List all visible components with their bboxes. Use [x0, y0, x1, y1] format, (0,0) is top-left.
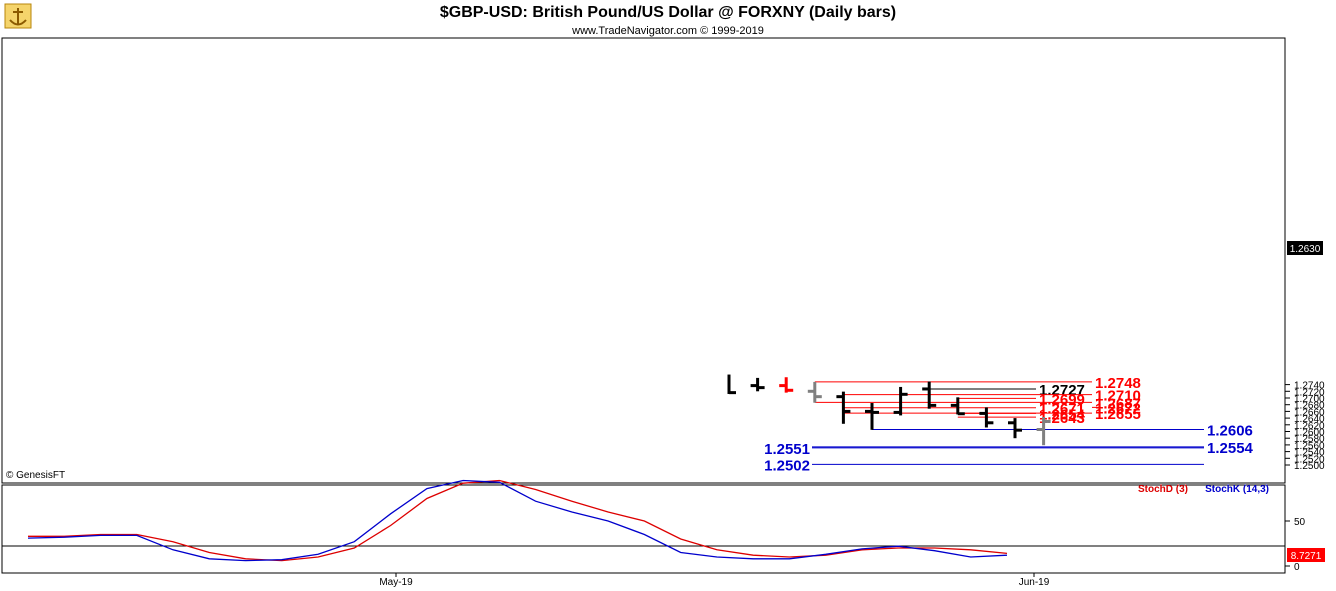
price-bar [950, 397, 965, 416]
level-label: 1.2699 [1039, 391, 1085, 408]
anchor-icon [4, 3, 32, 29]
price-bars [727, 374, 1051, 446]
y-tick-label: 1.2620 [1294, 421, 1325, 432]
price-bar [750, 377, 765, 392]
chart-title: $GBP-USD: British Pound/US Dollar @ FORX… [440, 4, 896, 21]
y-tick-label: 1.2560 [1294, 441, 1325, 452]
stoch-tick-label: 50 [1294, 517, 1306, 528]
y-tick-label: 1.2660 [1294, 407, 1325, 418]
level-label: 1.2655 [1095, 406, 1141, 423]
watermark: © GenesisFT [6, 470, 65, 481]
stochastic-last-label: 8.7271 [1291, 551, 1322, 562]
y-tick-label: 1.2640 [1294, 414, 1325, 425]
level-label: 1.2554 [1207, 440, 1254, 457]
x-axis: May-19 Jun-19 [379, 573, 1050, 588]
stochastic-axis: 50 0 [1285, 517, 1306, 573]
level-label: 1.2502 [764, 457, 810, 474]
stochastic-lines [27, 479, 1008, 562]
stochastic-last-marker: 8.7271 [1287, 548, 1325, 562]
level-label: 1.2748 [1095, 375, 1141, 392]
level-label: 1.2710 [1095, 388, 1141, 405]
y-tick-label: 1.2580 [1294, 434, 1325, 445]
chart-subtitle: www.TradeNavigator.com © 1999-2019 [571, 25, 764, 37]
stoch-tick-label: 0 [1294, 562, 1300, 573]
legend-stochD: StochD (3) [1138, 484, 1188, 495]
y-tick-label: 1.2520 [1294, 454, 1325, 465]
x-tick-label: May-19 [379, 577, 413, 588]
y-tick-label: 1.2740 [1294, 381, 1325, 392]
price-bar [865, 403, 879, 430]
price-bar [922, 381, 937, 409]
level-label: 1.2687 [1095, 395, 1141, 412]
y-tick-label: 1.2600 [1294, 428, 1325, 439]
y-tick-label: 1.2700 [1294, 394, 1325, 405]
level-label: 1.2606 [1207, 422, 1253, 439]
stochastic-line [28, 479, 1008, 562]
price-axis: 1.25001.25201.25401.25601.25801.26001.26… [1285, 381, 1325, 472]
y-tick-label: 1.2500 [1294, 461, 1325, 472]
price-bar [807, 381, 822, 403]
stochastic-panel [1, 484, 1286, 574]
x-tick-label: Jun-19 [1019, 577, 1050, 588]
price-bar [727, 374, 736, 395]
last-price-marker: 1.2630 [1287, 241, 1323, 255]
y-tick-label: 1.2720 [1294, 387, 1325, 398]
price-panel [1, 37, 1286, 484]
y-tick-label: 1.2680 [1294, 401, 1325, 412]
level-label: 1.2643 [1039, 410, 1085, 427]
price-bar [893, 386, 908, 416]
last-price-label: 1.2630 [1290, 244, 1321, 255]
price-bar [1036, 417, 1051, 446]
level-label: 1.2654 [1039, 406, 1086, 423]
stochastic-line [27, 479, 1008, 562]
legend-stochK: StochK (14,3) [1205, 484, 1269, 495]
price-bar [1008, 418, 1022, 439]
logo [4, 3, 32, 29]
level-label: 1.2551 [764, 441, 810, 458]
y-tick-label: 1.2540 [1294, 448, 1325, 459]
price-bar [979, 407, 994, 428]
price-bar [779, 377, 794, 393]
level-label: 1.2672 [1095, 400, 1141, 417]
price-bar [836, 391, 851, 424]
